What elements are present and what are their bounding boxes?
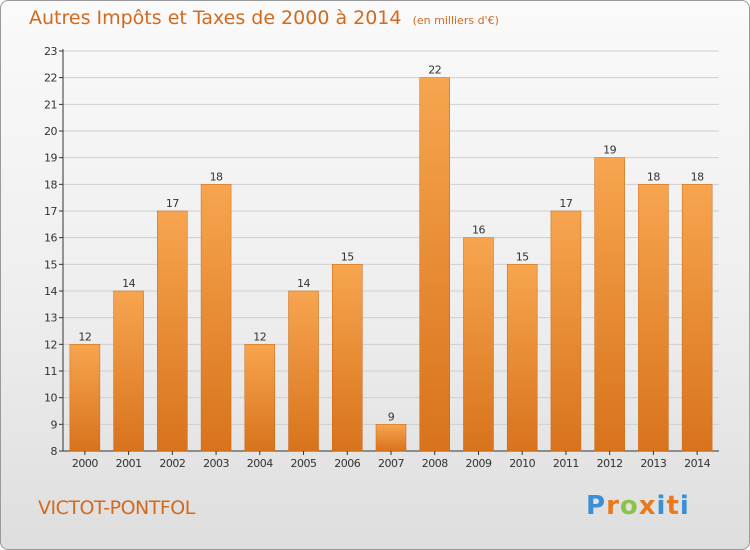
y-tick-label: 20 — [44, 125, 57, 138]
x-tick-label: 2000 — [72, 457, 98, 470]
x-tick-label: 2002 — [159, 457, 185, 470]
x-tick-label: 2005 — [291, 457, 317, 470]
data-label: 17 — [166, 197, 179, 210]
logo-letter: x — [638, 491, 657, 521]
bar — [244, 344, 276, 452]
y-tick-label: 23 — [44, 45, 57, 58]
y-tick-label: 10 — [44, 392, 57, 405]
data-label: 18 — [647, 170, 660, 183]
bar — [638, 184, 669, 452]
data-label: 19 — [603, 144, 616, 157]
logo-letter: i — [679, 491, 690, 521]
x-tick-label: 2001 — [116, 457, 142, 470]
bar — [113, 290, 144, 452]
chart-title-block: Autres Impôts et Taxes de 2000 à 2014 (e… — [29, 7, 499, 29]
chart-title: Autres Impôts et Taxes de 2000 à 2014 — [29, 7, 402, 29]
logo-letter: t — [666, 491, 680, 521]
bar — [288, 290, 319, 452]
bar — [463, 237, 494, 452]
y-tick-label: 13 — [44, 312, 57, 325]
y-tick-label: 11 — [44, 365, 57, 378]
bar — [419, 77, 450, 452]
y-tick-label: 19 — [44, 152, 57, 165]
y-tick-label: 14 — [44, 285, 57, 298]
x-tick-label: 2011 — [553, 457, 579, 470]
data-label: 18 — [691, 170, 704, 183]
x-tick-label: 2014 — [684, 457, 710, 470]
bar — [332, 264, 363, 452]
y-tick-label: 15 — [44, 258, 57, 271]
data-label: 15 — [341, 250, 354, 263]
bar — [69, 344, 101, 452]
y-tick-label: 22 — [44, 72, 57, 85]
bar — [594, 157, 625, 452]
logo-letter: i — [656, 491, 667, 521]
x-tick-label: 2013 — [640, 457, 666, 470]
x-tick-label: 2007 — [378, 457, 404, 470]
bar — [200, 184, 232, 452]
y-tick-label: 16 — [44, 232, 57, 245]
data-label: 14 — [122, 277, 135, 290]
data-label: 9 — [388, 410, 395, 423]
x-tick-label: 2010 — [509, 457, 535, 470]
y-tick-label: 21 — [44, 98, 57, 111]
logo-letter: P — [586, 491, 607, 521]
x-tick-label: 2006 — [334, 457, 360, 470]
y-tick-label: 18 — [44, 178, 57, 191]
bar — [506, 264, 538, 452]
y-tick-label: 8 — [51, 445, 58, 458]
bar — [157, 210, 188, 452]
data-label: 15 — [516, 250, 529, 263]
data-label: 18 — [210, 170, 223, 183]
bar — [375, 424, 407, 452]
proxiti-logo: Proxiti — [586, 491, 690, 521]
data-label: 16 — [472, 224, 485, 237]
chart-unit: (en milliers d'€) — [412, 14, 499, 27]
y-tick-label: 9 — [51, 418, 58, 431]
bar — [681, 184, 713, 452]
x-tick-label: 2009 — [465, 457, 491, 470]
x-tick-label: 2008 — [422, 457, 448, 470]
y-tick-label: 17 — [44, 205, 57, 218]
logo-letter: o — [619, 491, 639, 521]
commune-name: VICTOT-PONTFOL — [38, 497, 195, 519]
y-tick-label: 12 — [44, 338, 57, 351]
data-label: 12 — [253, 330, 266, 343]
data-label: 17 — [559, 197, 572, 210]
x-tick-label: 2003 — [203, 457, 229, 470]
bar — [550, 210, 582, 452]
x-tick-label: 2012 — [597, 457, 623, 470]
x-tick-label: 2004 — [247, 457, 273, 470]
logo-letter: r — [606, 491, 620, 521]
data-label: 14 — [297, 277, 310, 290]
data-label: 22 — [428, 64, 441, 77]
data-label: 12 — [78, 330, 91, 343]
